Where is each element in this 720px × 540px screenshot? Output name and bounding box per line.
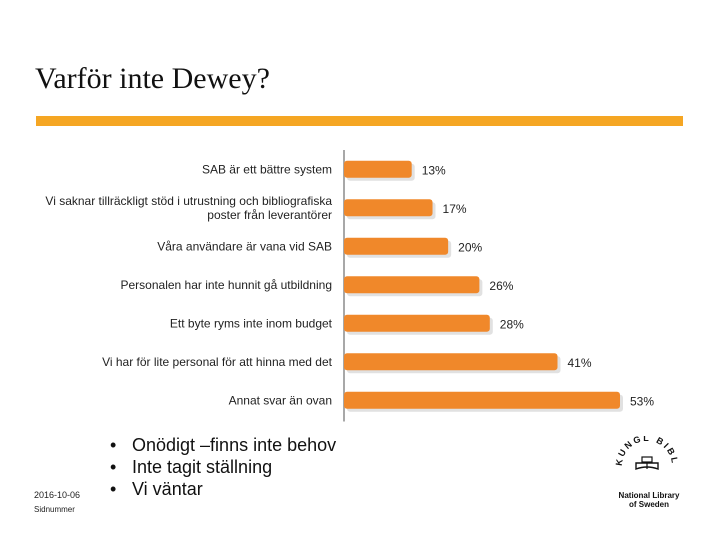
chart-category-label: Vi har för lite personal för att hinna m… [102,355,333,369]
logo-caption-line: National Library [618,491,680,500]
bullet-text: Inte tagit ställning [132,457,273,477]
chart-bar [344,160,412,178]
bullet-text: Vi väntar [132,479,203,499]
chart-bar [344,237,449,255]
chart-category-label: SAB är ett bättre system [202,162,332,176]
chart-data-label: 41% [568,356,592,370]
bullet-item: • Inte tagit ställning [110,457,273,477]
logo-caption-line: of Sweden [628,500,669,509]
library-logo-icon: KUNGL BIBLIOTEKET [612,436,678,470]
logo-caption: National Library of Sweden [604,491,694,509]
chart-data-label: 26% [489,279,513,293]
bullet-text: Onödigt –finns inte behov [132,435,337,455]
chart-bar [344,353,558,371]
chart-bar [344,391,620,409]
slide-title: Varför inte Dewey? [35,62,270,95]
chart-bar [344,276,480,294]
bar-chart: 13% SAB är ett bättre system 17% Vi saknar … [45,150,654,422]
chart-data-label: 53% [630,394,654,408]
bullet-item: • Onödigt –finns inte behov [110,435,337,455]
chart-bar [344,199,433,217]
chart-category-label: Våra användare är vana vid SAB [157,239,332,253]
chart-category-label: Personalen har inte hunnit gå utbildning [121,278,333,292]
chart-data-label: 13% [422,163,446,177]
chart-category-label: poster från leverantörer [207,208,332,222]
chart-data-label: 17% [443,202,467,216]
chart-bar [344,314,490,332]
chart-category-label: Vi saknar tillräckligt stöd i utrustning… [45,194,332,208]
chart-data-label: 28% [500,317,524,331]
title-accent-bar [36,116,683,126]
footer-date: 2016-10-06 [34,490,81,500]
chart-category-label: Annat svar än ovan [229,393,332,407]
footer-page-number: Sidnummer [34,505,75,514]
bullet-item: • Vi väntar [110,479,203,499]
chart-category-label: Ett byte ryms inte inom budget [170,316,333,330]
chart-data-label: 20% [458,240,482,254]
bullet-list: • Onödigt –finns inte behov • Inte tagit s… [110,434,336,500]
